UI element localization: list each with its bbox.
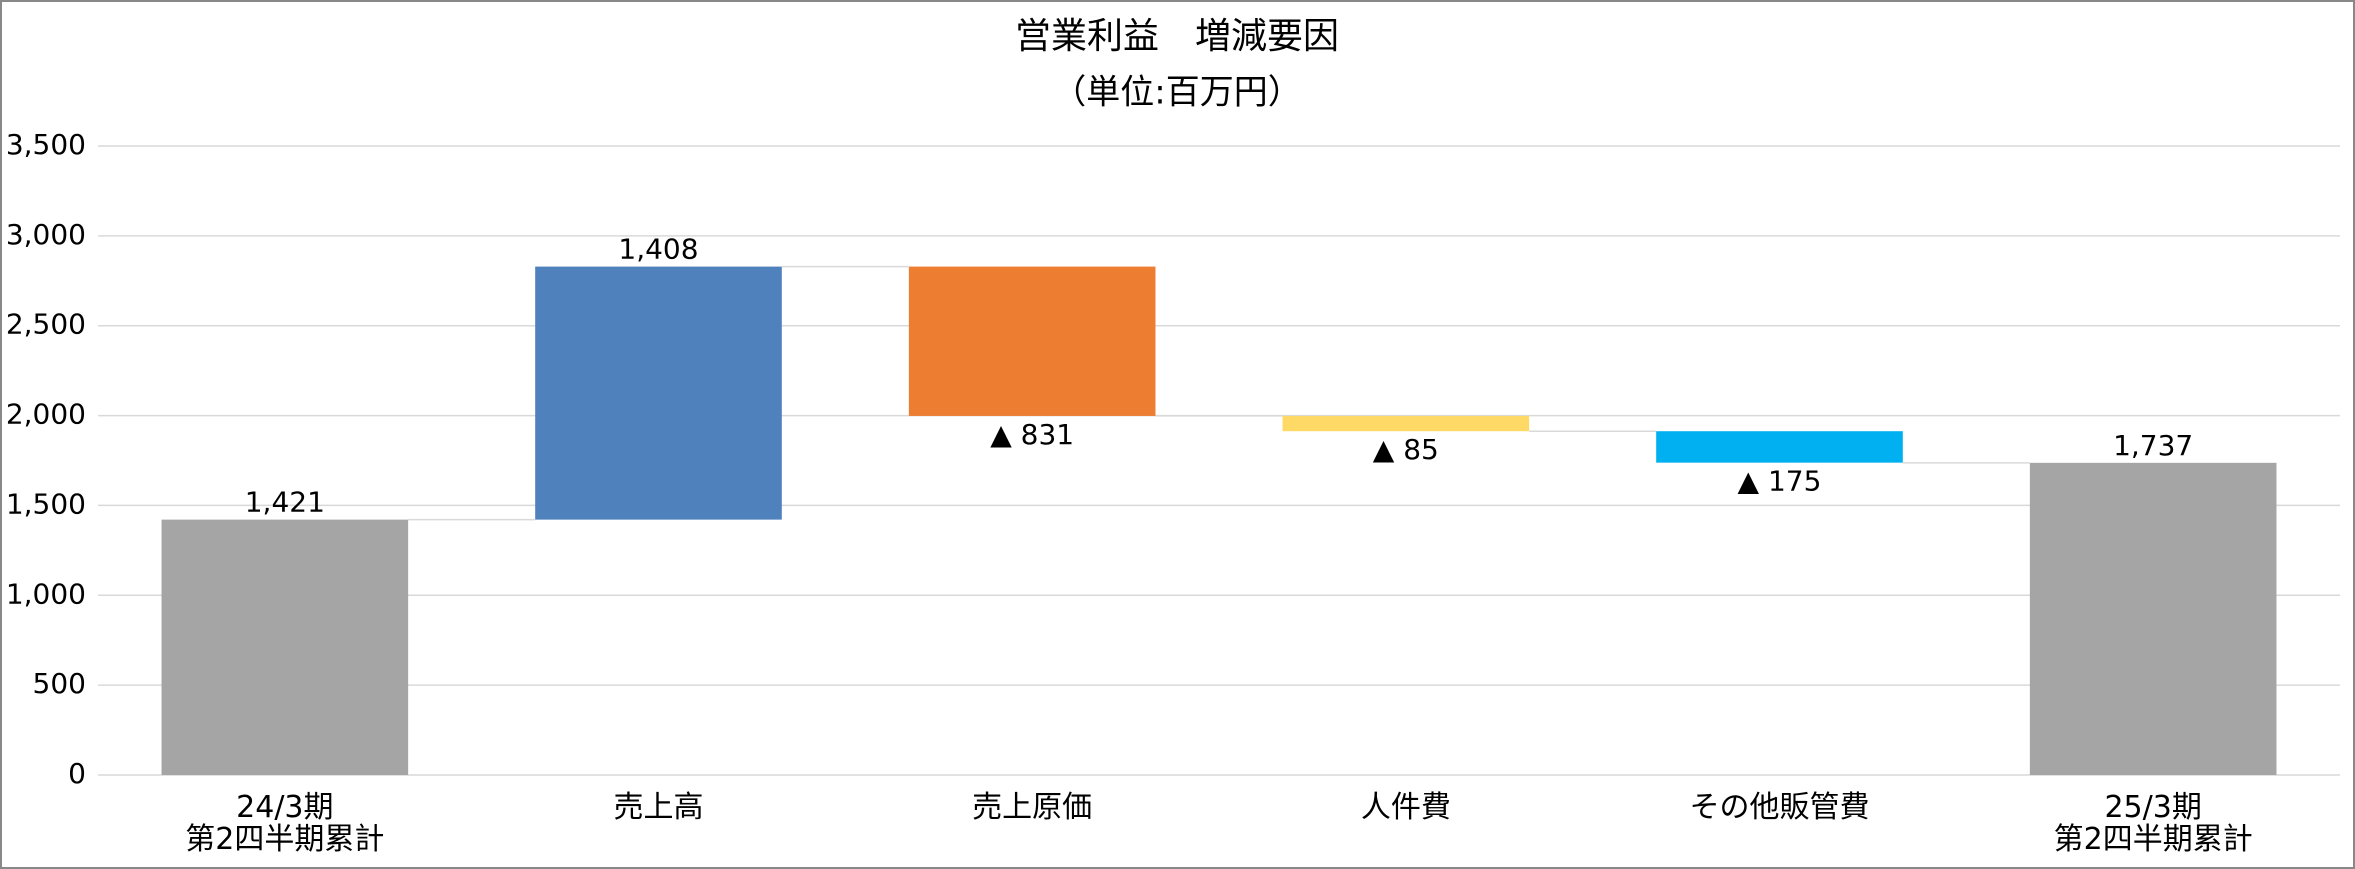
y-tick-label: 0 [68, 757, 86, 790]
bar [2029, 462, 2277, 775]
chart-title: 営業利益 増減要因 [1015, 16, 1339, 57]
y-tick-label: 3,000 [6, 218, 86, 251]
x-tick-label: 人件費 [1361, 790, 1451, 825]
y-tick-label: 1,500 [6, 487, 86, 520]
x-tick-label: 25/3期第2四半期累計 [2054, 790, 2253, 857]
x-tick-label: その他販管費 [1690, 790, 1870, 825]
y-tick-label: 1,000 [6, 577, 86, 610]
chart-subtitle: （単位:百万円） [1052, 73, 1301, 113]
bar [1656, 431, 1903, 463]
y-tick-label: 2,000 [6, 398, 86, 431]
x-tick-label: 売上高 [614, 790, 704, 825]
y-tick-label: 3,500 [6, 128, 86, 161]
y-tick-label: 2,500 [6, 308, 86, 341]
bar [1282, 415, 1530, 432]
data-label: 1,737 [2113, 429, 2193, 462]
y-tick-label: 500 [33, 667, 86, 700]
bar [908, 266, 1156, 416]
data-label: 1,408 [618, 233, 698, 266]
x-tick-label: 24/3期第2四半期累計 [185, 790, 384, 857]
data-label: ▲ 831 [990, 418, 1074, 451]
data-label: 1,421 [245, 486, 325, 519]
x-tick-label: 売上原価 [972, 790, 1092, 825]
bar [161, 519, 409, 775]
data-label: ▲ 85 [1373, 433, 1439, 466]
bar [535, 266, 782, 520]
data-label: ▲ 175 [1738, 465, 1822, 498]
